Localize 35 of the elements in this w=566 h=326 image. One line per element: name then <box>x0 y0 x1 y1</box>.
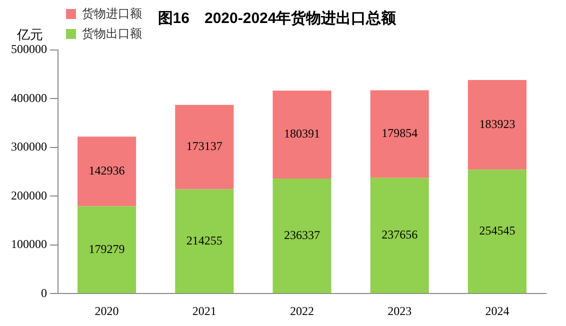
y-axis-title: 亿元 <box>16 27 43 42</box>
bar <box>175 189 234 294</box>
chart-title: 图16 2020-2024年货物进出口总额 <box>158 9 398 28</box>
x-tick-label: 2020 <box>94 304 119 318</box>
data-label: 254545 <box>479 224 516 238</box>
bar <box>78 136 136 206</box>
x-tick-label: 2024 <box>485 304 510 318</box>
bar <box>468 170 526 294</box>
y-tick-label: 0 <box>41 286 47 300</box>
x-tick-label: 2023 <box>388 304 412 318</box>
bar <box>175 104 234 190</box>
y-tick-label: 200000 <box>11 188 47 202</box>
y-tick-label: 300000 <box>11 140 47 154</box>
bar <box>370 90 429 178</box>
x-tick-label: 2021 <box>192 304 216 318</box>
data-label: 179279 <box>88 242 125 256</box>
data-label: 179854 <box>382 126 418 140</box>
bar <box>272 178 332 294</box>
data-label: 180391 <box>284 126 320 141</box>
y-tick-label: 100000 <box>11 237 47 252</box>
data-label: 173137 <box>186 139 222 154</box>
y-tick-label: 400000 <box>11 90 47 105</box>
bar <box>468 80 526 170</box>
data-label: 183923 <box>479 116 516 131</box>
data-label: 236337 <box>284 228 320 242</box>
data-label: 142936 <box>88 164 125 178</box>
legend-label: 货物进口额 <box>82 6 142 20</box>
bar <box>370 178 429 294</box>
y-tick-label: 500000 <box>11 42 47 56</box>
bar <box>78 206 136 294</box>
legend-label: 货物出口额 <box>82 26 142 40</box>
data-label: 237656 <box>382 228 418 242</box>
x-tick-label: 2022 <box>290 304 314 318</box>
data-label: 214255 <box>186 233 222 248</box>
bar <box>272 90 332 178</box>
